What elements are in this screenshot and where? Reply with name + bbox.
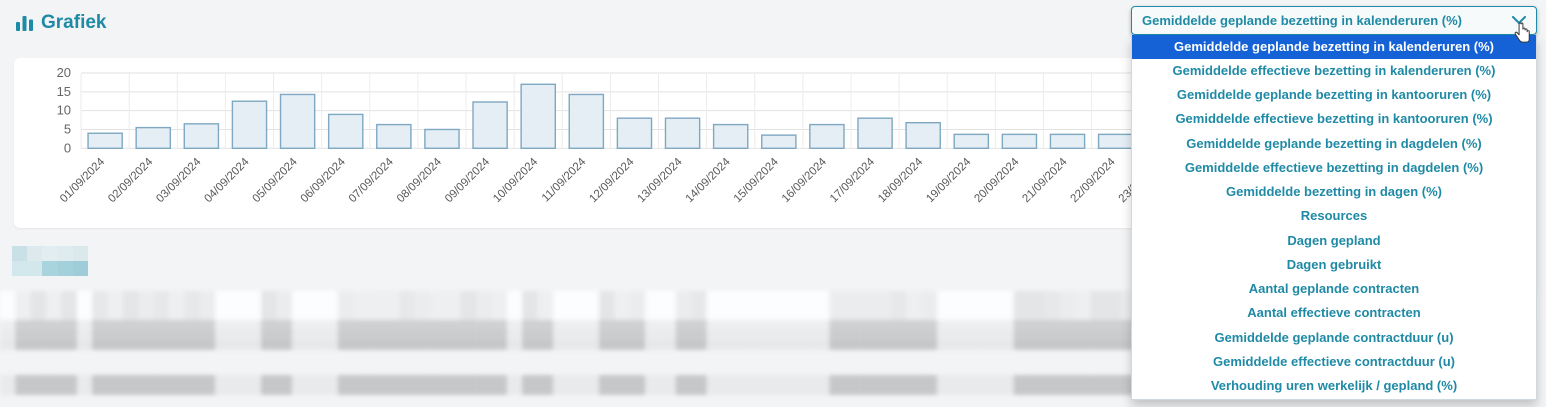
svg-text:06/09/2024: 06/09/2024 xyxy=(299,156,349,206)
svg-text:10/09/2024: 10/09/2024 xyxy=(491,156,541,206)
svg-text:22/09/2024: 22/09/2024 xyxy=(1069,156,1119,206)
svg-text:02/09/2024: 02/09/2024 xyxy=(106,156,156,206)
svg-text:09/09/2024: 09/09/2024 xyxy=(443,156,493,206)
svg-text:07/09/2024: 07/09/2024 xyxy=(347,156,397,206)
svg-text:20: 20 xyxy=(57,65,71,80)
svg-text:19/09/2024: 19/09/2024 xyxy=(924,156,974,206)
svg-text:11/09/2024: 11/09/2024 xyxy=(540,156,589,205)
svg-text:15: 15 xyxy=(57,84,71,99)
svg-text:03/09/2024: 03/09/2024 xyxy=(154,156,204,206)
svg-text:14/09/2024: 14/09/2024 xyxy=(684,156,734,206)
svg-text:08/09/2024: 08/09/2024 xyxy=(395,156,445,206)
svg-text:20/09/2024: 20/09/2024 xyxy=(972,156,1022,206)
svg-text:04/09/2024: 04/09/2024 xyxy=(202,156,252,206)
svg-text:15/09/2024: 15/09/2024 xyxy=(732,156,782,206)
svg-text:18/09/2024: 18/09/2024 xyxy=(876,156,926,206)
svg-text:12/09/2024: 12/09/2024 xyxy=(587,156,637,206)
svg-text:10: 10 xyxy=(57,103,71,118)
svg-text:13/09/2024: 13/09/2024 xyxy=(635,156,685,206)
svg-text:05/09/2024: 05/09/2024 xyxy=(251,156,301,206)
svg-text:16/09/2024: 16/09/2024 xyxy=(780,156,830,206)
svg-text:17/09/2024: 17/09/2024 xyxy=(828,156,878,206)
svg-text:5: 5 xyxy=(64,121,71,136)
svg-text:01/09/2024: 01/09/2024 xyxy=(58,156,108,206)
svg-text:21/09/2024: 21/09/2024 xyxy=(1020,156,1070,206)
svg-text:0: 0 xyxy=(64,140,71,155)
